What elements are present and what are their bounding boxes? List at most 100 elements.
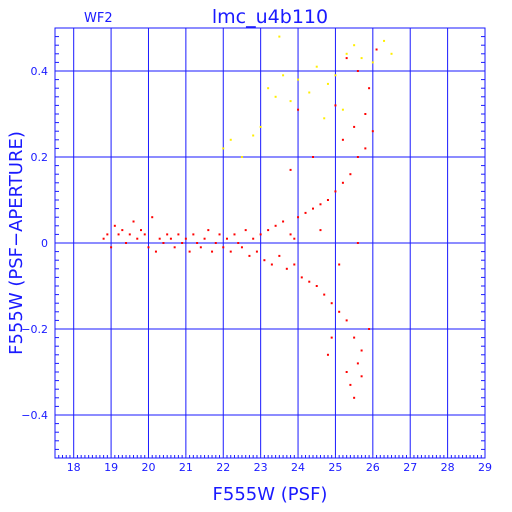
data-point [345,57,348,60]
data-point [315,65,318,68]
data-point [154,250,157,253]
data-point [143,233,146,236]
data-point [125,242,128,244]
data-point [270,263,273,266]
data-point [196,242,199,244]
data-point [293,263,296,266]
data-point [121,229,124,232]
data-point [304,211,307,214]
data-point [259,233,262,236]
data-point [338,263,341,266]
data-point [274,224,277,227]
data-point [110,246,113,249]
data-point [334,104,337,107]
data-point [353,44,356,47]
x-tick-labels: 18 19 20 21 22 23 24 25 26 27 28 29 [67,461,492,474]
data-point [158,237,161,240]
data-point [128,233,131,236]
data-point [240,156,243,158]
y-tick-label: 0.2 [31,151,49,164]
data-point [181,242,184,244]
data-point [278,35,281,38]
data-point [267,229,270,232]
data-point [184,237,187,240]
x-tick-label: 27 [403,461,417,474]
data-point [356,242,359,244]
data-point [323,293,326,296]
data-point [255,250,258,253]
data-point [360,375,363,378]
x-tick-label: 24 [291,461,305,474]
data-point [233,233,236,236]
data-point [326,82,329,85]
grid-lines [55,28,485,458]
data-point [368,87,371,90]
data-point [162,242,165,244]
data-point [169,237,172,240]
data-point [315,285,318,287]
data-point [252,134,255,137]
data-point [334,190,337,193]
y-axis-title: F555W (PSF−APERTURE) [6,131,27,355]
data-point [274,95,277,98]
data-point [349,383,352,386]
data-point [199,246,202,249]
data-point [240,246,243,249]
data-point [356,362,359,365]
data-point [345,52,348,55]
data-point [289,168,292,171]
data-point [375,48,378,51]
data-point [211,250,214,253]
x-tick-label: 22 [216,461,230,474]
data-point [319,229,322,232]
data-point [252,237,255,240]
data-point [289,100,292,103]
data-point [282,74,285,77]
data-point [278,254,281,257]
x-axis-title: F555W (PSF) [213,484,328,505]
data-point [222,147,225,150]
chart-title: lmc_u4b110 [212,6,328,28]
data-point [151,216,154,219]
data-point [308,91,311,94]
data-point [132,220,135,223]
data-point [334,74,337,77]
data-point [371,130,374,133]
chip-label: WF2 [84,11,113,26]
data-point [203,237,206,240]
data-point [341,181,344,184]
data-point [297,216,300,219]
data-point [282,220,285,223]
data-point [312,156,314,158]
y-tick-labels: −0.4 −0.2 0 0.2 0.4 [21,65,48,422]
data-point [353,396,356,399]
data-point [300,276,303,279]
data-point [360,57,363,60]
x-tick-label: 19 [104,461,118,474]
data-point [368,328,371,330]
data-points [102,35,393,399]
x-tick-label: 29 [478,461,492,474]
data-point [308,280,311,283]
data-point [341,138,344,141]
data-point [390,52,393,55]
data-point [263,259,266,262]
data-point [147,246,150,249]
data-point [330,302,333,305]
data-point [371,61,374,64]
data-point [267,87,270,90]
y-tick-label: 0.4 [31,65,49,78]
data-point [226,237,228,240]
data-point [173,246,176,249]
data-point [293,237,296,240]
data-point [102,237,105,240]
data-point [214,242,217,244]
data-point [289,233,292,236]
data-point [326,353,329,356]
data-point [364,113,367,115]
data-point [244,229,247,232]
y-tick-label: −0.2 [21,323,48,336]
data-point [285,267,288,270]
data-point [113,224,116,227]
data-point [341,108,344,111]
